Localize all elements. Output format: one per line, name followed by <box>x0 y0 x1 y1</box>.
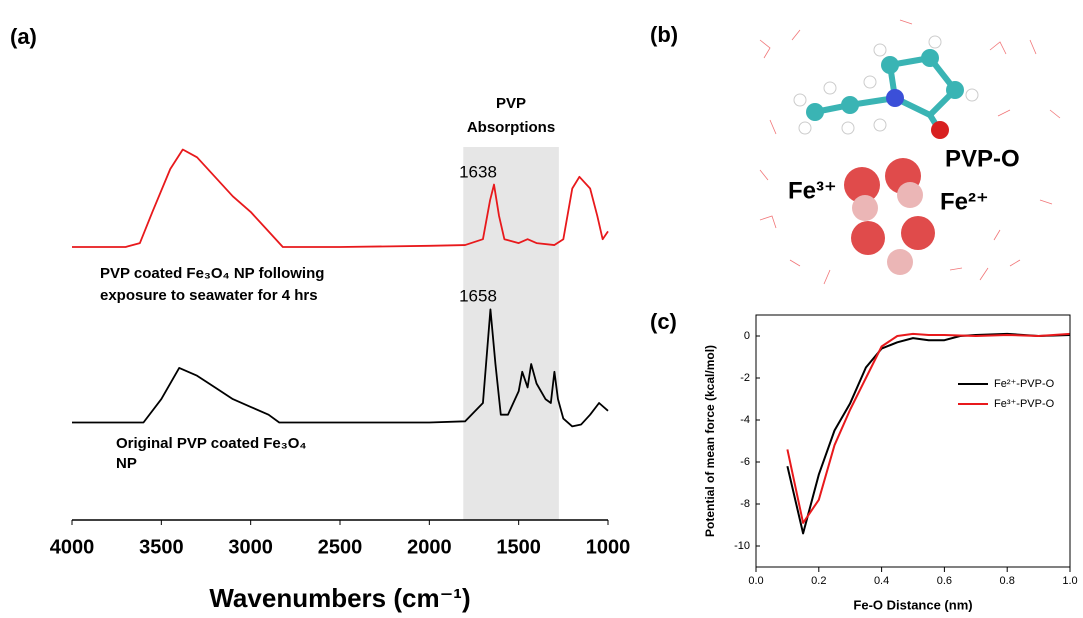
annotation: 1658 <box>459 286 497 305</box>
x-tick-label: 3000 <box>228 536 273 558</box>
x-axis-title: Fe-O Distance (nm) <box>853 597 972 612</box>
x-tick-label: 2500 <box>318 536 363 558</box>
x-tick-label: 0.0 <box>748 575 763 587</box>
x-tick-label: 0.6 <box>937 575 952 587</box>
shaded-region <box>463 147 559 520</box>
annotation: PVP <box>496 95 526 112</box>
y-axis-title: Potential of mean force (kcal/mol) <box>703 345 717 537</box>
annotation: Original PVP coated Fe₃O₄ <box>116 435 307 452</box>
molecule-image: PVP-O Fe³⁺ Fe²⁺ <box>759 19 1061 285</box>
y-tick-label: 0 <box>744 330 750 342</box>
series-line <box>786 332 1071 535</box>
y-tick-label: -10 <box>734 540 750 552</box>
series-line <box>786 332 1071 524</box>
panel-label: (c) <box>650 309 677 334</box>
annotation: PVP coated Fe₃O₄ NP following <box>100 265 324 282</box>
annotation: Absorptions <box>467 119 555 136</box>
y-tick-label: -4 <box>740 414 750 426</box>
annotation: NP <box>116 455 137 472</box>
series-line <box>72 148 609 248</box>
molecule-label: Fe²⁺ <box>940 188 989 215</box>
x-tick-label: 0.4 <box>874 575 889 587</box>
x-tick-label: 3500 <box>139 536 184 558</box>
x-tick-label: 4000 <box>50 536 95 558</box>
molecule-label: PVP-O <box>945 145 1020 172</box>
x-tick-label: 0.8 <box>1000 575 1015 587</box>
x-tick-label: 1500 <box>496 536 541 558</box>
legend-label: Fe²⁺-PVP-O <box>994 378 1055 390</box>
annotation: 1638 <box>459 162 497 181</box>
panel-label: (a) <box>10 24 37 49</box>
x-tick-label: 1.0 <box>1062 575 1077 587</box>
x-axis-title: Wavenumbers (cm⁻¹) <box>209 583 470 613</box>
legend-label: Fe³⁺-PVP-O <box>994 398 1055 410</box>
x-tick-label: 0.2 <box>811 575 826 587</box>
y-tick-label: -2 <box>740 372 750 384</box>
y-tick-label: -8 <box>740 498 750 510</box>
series-line <box>72 308 609 428</box>
y-tick-label: -6 <box>740 456 750 468</box>
x-tick-label: 2000 <box>407 536 452 558</box>
molecule-label: Fe³⁺ <box>788 177 837 204</box>
plot-frame <box>755 314 1071 568</box>
annotation: exposure to seawater for 4 hrs <box>100 287 318 304</box>
x-tick-label: 1000 <box>586 536 631 558</box>
panel-label: (b) <box>650 22 678 47</box>
